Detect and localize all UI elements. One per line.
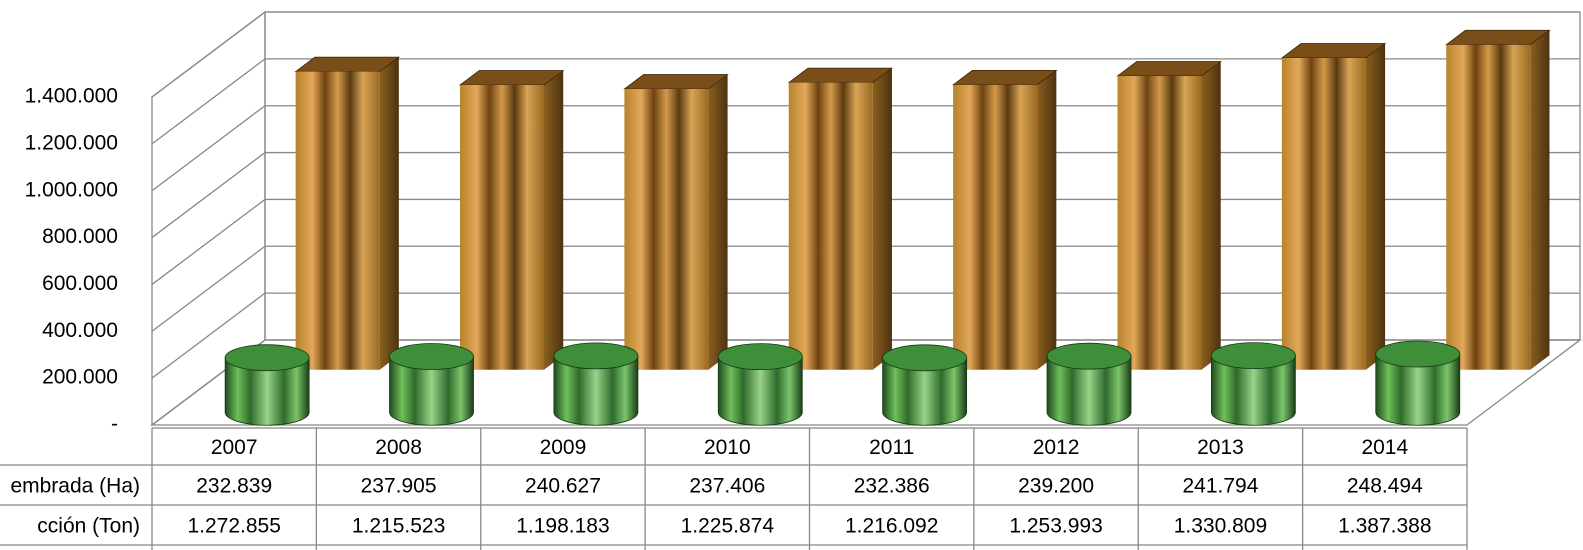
bar-front [460,84,545,370]
bar-body [1375,353,1461,426]
bar [623,74,729,370]
y-tick-label: 1.000.000 [25,178,118,201]
table-cell: 1.387.388 [1338,515,1431,538]
x-tick-label: 2014 [1361,436,1408,459]
bar [717,343,803,426]
table-cell: 1.215.523 [352,515,445,538]
y-tick-label: 1.400.000 [25,85,118,108]
bar-side [1201,61,1221,370]
x-tick-label: 2012 [1033,436,1080,459]
bar-top [717,343,803,371]
bar-front [1117,75,1202,370]
bar-body [1046,355,1132,426]
bar [1116,61,1222,370]
bar [1280,43,1387,370]
table-cell: 237.905 [361,475,437,498]
bar-body [553,355,639,426]
bar-front [624,89,709,370]
bar [951,69,1058,370]
bar-top [224,344,310,372]
y-tick-label: 800.000 [42,225,118,248]
bar [882,344,968,426]
x-tick-label: 2008 [375,436,422,459]
bar-front [295,71,380,370]
y-tick-label: 200.000 [42,366,118,389]
legend-label: cción (Ton) [37,515,140,538]
legend-label: embrada (Ha) [10,475,140,498]
y-tick-label: 400.000 [42,319,118,342]
table-cell: 237.406 [689,475,765,498]
bar-body [717,356,803,426]
bar-side [1037,70,1057,370]
bar [458,70,565,370]
bar-front [1281,57,1366,370]
table-cell: 1.253.993 [1009,515,1102,538]
table-cell: 232.386 [854,475,930,498]
y-tick-label: 600.000 [42,272,118,295]
x-tick-label: 2011 [869,436,914,459]
table-cell: 1.330.809 [1174,515,1267,538]
bar-side [708,74,728,370]
x-tick-label: 2007 [211,436,258,459]
table-cell: 248.494 [1347,475,1423,498]
y-tick-label: - [111,413,118,436]
table-cell: 1.272.855 [187,515,280,538]
bar [787,67,894,370]
bar [553,342,639,426]
bar-body [224,357,310,426]
table-cell: 1.225.874 [681,515,775,538]
bar-top [1375,340,1461,368]
bar-side [1530,30,1550,370]
bar [294,56,401,370]
x-tick-label: 2013 [1197,436,1244,459]
table-cell: 232.839 [196,475,272,498]
table-cell: 240.627 [525,475,601,498]
bar-body [882,357,968,426]
bar-front [953,84,1038,370]
bar-top [389,343,474,370]
bar [1445,29,1551,370]
bar-front [1446,44,1531,370]
bar [1210,342,1296,426]
grid-line [151,58,1580,145]
table-cell: 239.200 [1018,475,1094,498]
y-tick-label: 1.200.000 [25,131,118,154]
bar [1046,342,1132,426]
x-tick-label: 2010 [704,436,751,459]
table-cell: 1.216.092 [845,515,938,538]
bar-top [1210,342,1296,370]
bar-side [544,70,564,370]
bar-top [882,344,968,372]
bar-front [788,82,873,370]
bar-top [1046,342,1132,370]
bar [389,343,474,426]
bar-body [389,356,474,426]
table-cell: 241.794 [1182,475,1258,498]
bar [1375,340,1461,426]
x-tick-label: 2009 [540,436,587,459]
bar-side [1365,43,1386,370]
bar-side [872,68,892,370]
bar [224,344,310,426]
bar-body [1210,355,1296,426]
bar-side [379,57,399,370]
table-cell: 1.198.183 [516,515,609,538]
grid-line [151,11,1580,98]
bar-top [553,342,639,370]
